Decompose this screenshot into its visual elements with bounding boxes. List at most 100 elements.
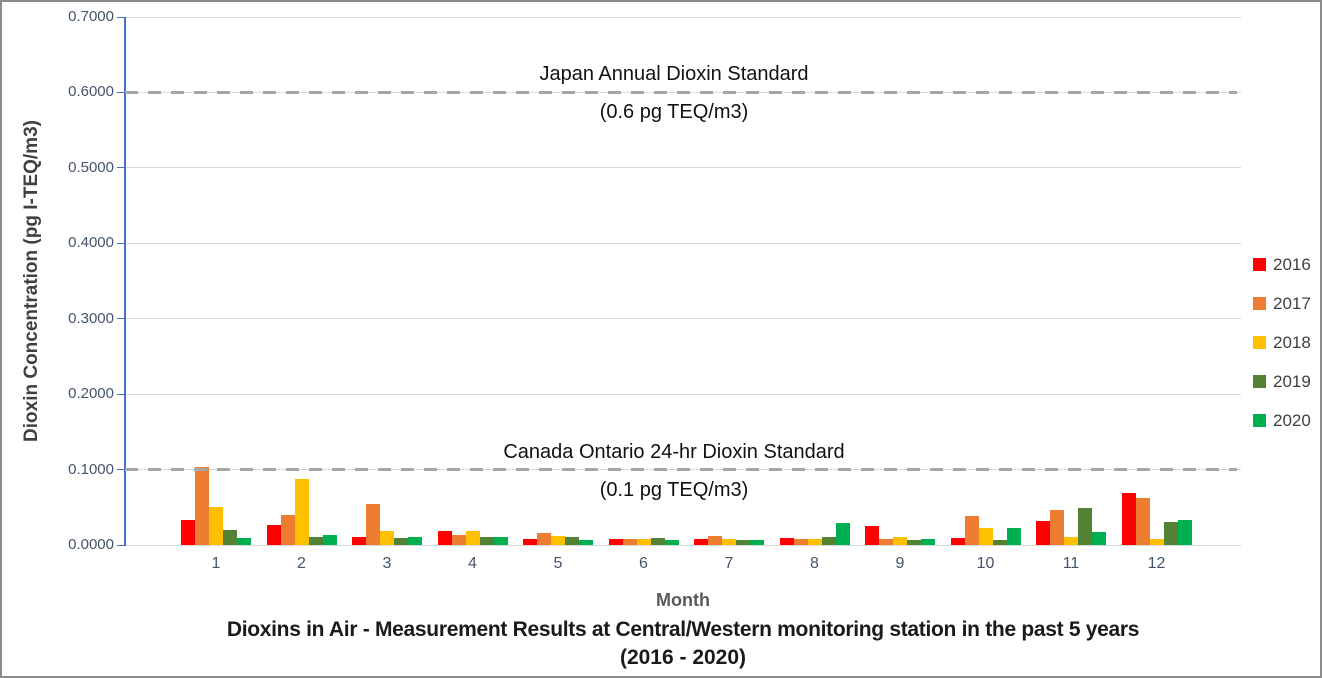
bar-2017-month-3 [366,503,380,545]
y-gridline [125,16,1241,18]
x-tick-label: 9 [895,555,905,572]
x-tick-label: 1 [211,555,221,572]
bar-2020-month-1 [237,538,251,545]
bar-2019-month-6 [650,538,665,545]
bar-2016-month-11 [1036,520,1050,545]
bar-2019-month-7 [736,540,750,545]
bar-2020-month-7 [750,539,764,545]
bar-2019-month-1 [223,529,237,545]
bar-2018-month-6 [636,538,651,545]
bar-2018-month-8 [807,538,822,545]
x-tick-label: 5 [553,555,563,572]
bar-2017-month-2 [280,514,295,545]
bar-2016-month-6 [608,538,623,545]
bar-2020-month-6 [664,539,679,545]
bar-2017-month-12 [1135,498,1150,545]
y-axis-tick [117,393,125,395]
y-tick-label: 0.5000 [68,158,114,176]
bar-2019-month-8 [821,537,836,545]
x-tick-label: 7 [724,555,734,572]
reference-label-top: Japan Annual Dioxin Standard [539,63,809,86]
y-axis-tick [117,16,125,18]
legend-swatch-icon [1253,297,1266,310]
bar-2018-month-5 [551,535,565,545]
y-gridline [125,167,1241,169]
bar-2016-month-8 [779,538,794,545]
bar-2016-month-1 [181,520,195,545]
bar-2018-month-2 [294,479,309,545]
x-tick-label: 10 [976,555,995,572]
y-gridline [125,544,1241,546]
bar-2019-month-3 [394,538,408,545]
legend-label: 2017 [1273,294,1311,313]
y-tick-label: 0.3000 [68,309,114,327]
legend-item-2020: 2020 [1253,411,1311,431]
bar-2020-month-2 [322,535,337,545]
bar-2020-month-12 [1177,520,1192,545]
x-tick-label: 2 [297,555,306,572]
chart-subtitle: (2016 - 2020) [619,646,747,669]
bar-2018-month-9 [893,536,907,545]
bar-2017-month-8 [793,538,808,545]
reference-label-top: Canada Ontario 24-hr Dioxin Standard [503,440,845,463]
legend-item-2018: 2018 [1253,333,1311,353]
bar-2017-month-4 [451,535,466,545]
y-tick-label: 0.4000 [68,234,114,252]
x-axis-title: Month [656,590,710,610]
y-axis-tick [117,544,125,546]
bar-2019-month-5 [565,537,579,545]
bar-2016-month-2 [266,524,281,545]
y-gridline [125,393,1241,395]
legend: 2016 2017 2018 2019 2020 [1253,255,1311,450]
bar-2019-month-2 [308,537,323,545]
bar-2020-month-8 [835,523,850,545]
chart-title: Dioxins in Air - Measurement Results at … [226,618,1140,641]
legend-swatch-icon [1253,414,1266,427]
x-tick-label: 12 [1147,555,1166,572]
bar-2020-month-4 [493,536,508,545]
bar-2016-month-9 [865,526,879,545]
bar-2017-month-9 [879,538,893,545]
bar-2020-month-11 [1092,532,1106,545]
y-tick-label: 0.1000 [68,460,114,478]
bar-2018-month-11 [1064,536,1078,545]
bar-2016-month-12 [1121,492,1136,545]
y-tick-label: 0.0000 [68,536,114,553]
y-axis-line [124,17,126,546]
bar-2016-month-10 [950,538,965,545]
y-gridline [125,318,1241,320]
legend-label: 2019 [1273,372,1311,391]
reference-line-0.6 [125,90,1237,94]
bar-2016-month-4 [437,531,452,545]
y-tick-label: 0.6000 [68,83,114,101]
reference-line-0.1 [125,468,1237,472]
y-axis-tick [117,167,125,169]
bar-2020-month-3 [408,537,422,545]
bar-2018-month-7 [722,538,736,545]
reference-label-bottom: (0.1 pg TEQ/m3) [599,478,749,501]
bar-2018-month-4 [465,530,480,545]
bar-2016-month-3 [352,536,366,545]
x-tick-label: 6 [639,555,648,572]
bar-2020-month-5 [579,539,593,545]
y-gridline [125,242,1241,244]
bar-2018-month-1 [209,506,223,545]
legend-label: 2018 [1273,333,1311,352]
bar-2019-month-9 [907,539,921,545]
x-tick-label: 3 [382,555,392,572]
bar-2018-month-10 [978,528,993,545]
bar-2019-month-12 [1163,521,1178,545]
y-axis-tick [117,91,125,93]
legend-label: 2016 [1273,255,1311,274]
legend-swatch-icon [1253,258,1266,271]
x-tick-label: 11 [1062,555,1080,572]
bar-2017-month-10 [964,516,979,545]
bar-2017-month-1 [195,467,209,545]
bar-2017-month-11 [1050,509,1064,545]
plot-area: 0.0000 0.1000 0.2000 0.3000 0.4000 0.5000 0.60… [68,8,1241,572]
bar-2017-month-6 [622,538,637,545]
bar-2016-month-7 [694,538,708,545]
legend-item-2016: 2016 [1253,255,1311,275]
bar-2019-month-4 [479,537,494,545]
